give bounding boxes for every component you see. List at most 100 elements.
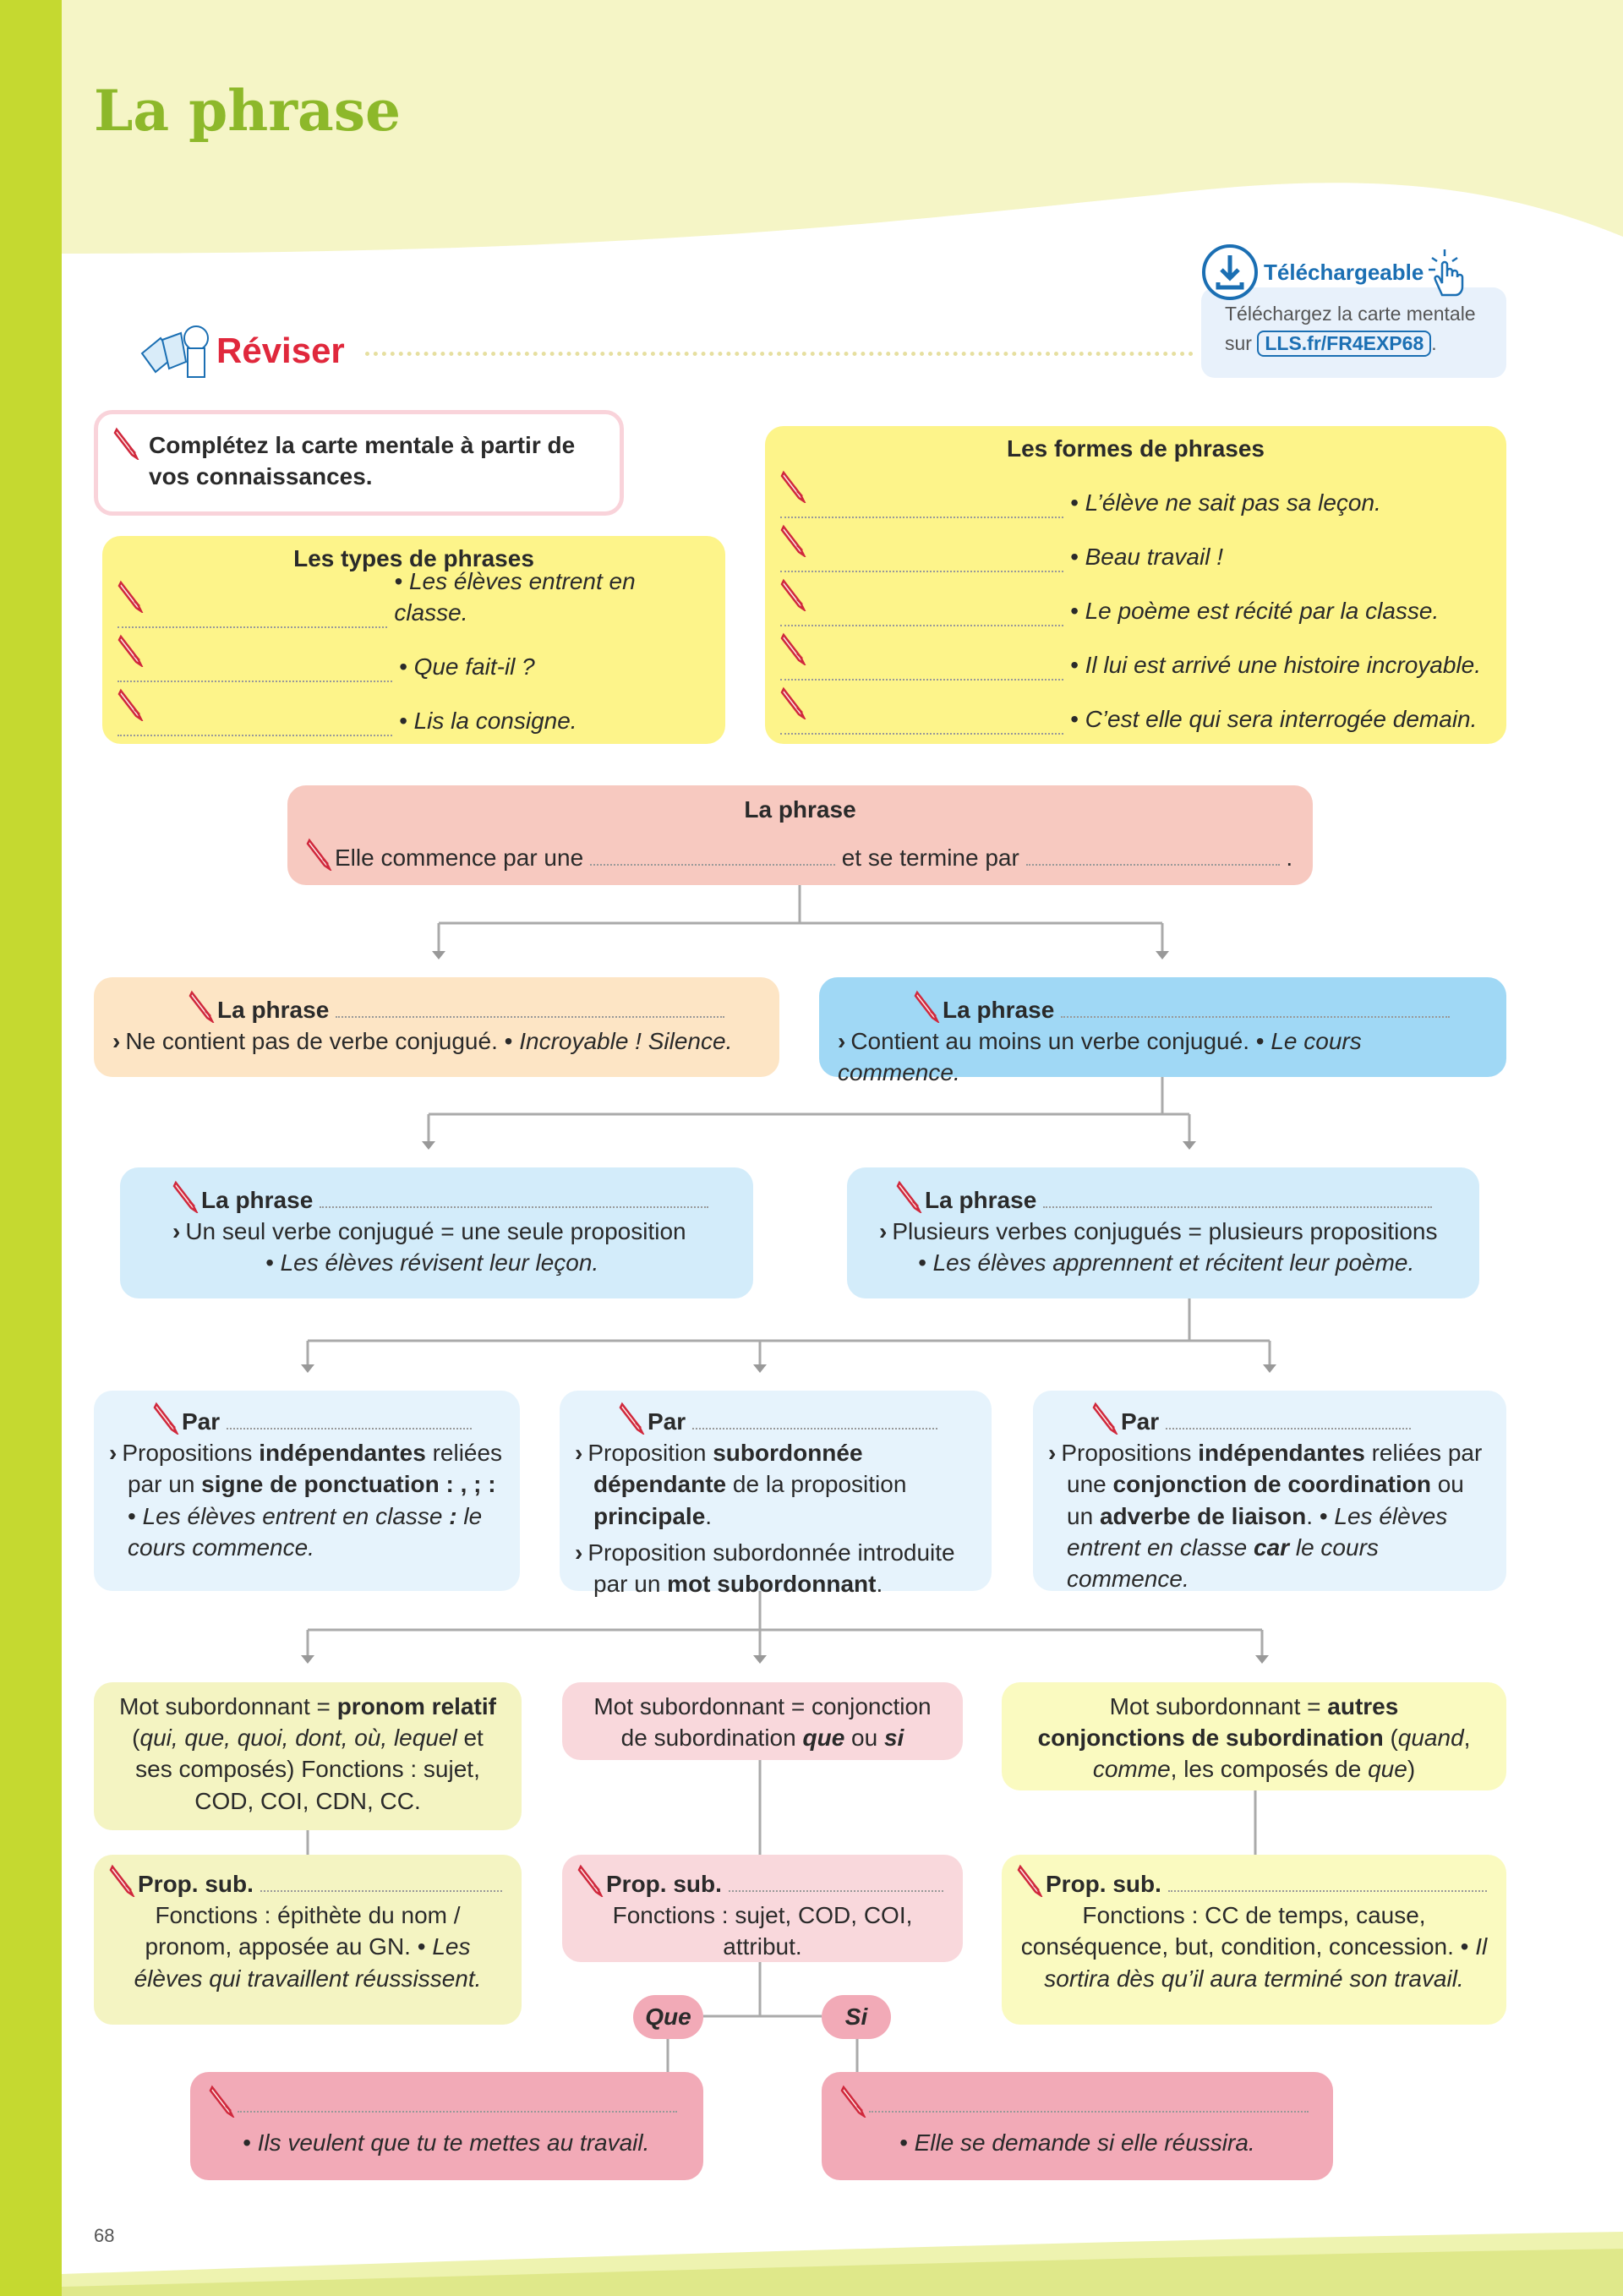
text-segment: Fonctions : CC de temps, cause, conséque… <box>1020 1902 1476 1960</box>
text-segment: le cours commence. <box>1067 1533 1379 1593</box>
pen-icon <box>914 989 943 1025</box>
answer-blank[interactable] <box>226 1428 472 1430</box>
example-text: • Beau travail ! <box>1070 544 1224 570</box>
text-segment: Proposition <box>587 1440 713 1467</box>
rich-text: Contient au moins un verbe conjugué. • L… <box>838 1028 1362 1085</box>
answer-blank[interactable] <box>869 2111 1309 2113</box>
example-text: • Ils veulent que tu te mettes au travai… <box>243 2129 650 2157</box>
answer-blank[interactable] <box>1061 1016 1451 1018</box>
download-icon <box>1202 244 1258 300</box>
click-hand-icon <box>1429 249 1464 297</box>
que-pill: Que <box>633 1995 703 2039</box>
pen-icon <box>113 426 142 462</box>
pen-icon <box>780 469 809 505</box>
answer-blank[interactable] <box>780 571 1063 573</box>
box-heading: Par <box>1121 1408 1160 1435</box>
box-heading: Prop. sub. <box>138 1871 254 1897</box>
text-segment: car <box>1254 1533 1290 1561</box>
instruction-text: Complétez la carte mentale à partir de v… <box>149 432 576 490</box>
si-pill: Si <box>822 1995 891 2039</box>
text-segment: Plusieurs verbes conjugués = plusieurs p… <box>892 1218 1438 1245</box>
pen-icon <box>172 1179 201 1215</box>
answer-blank[interactable] <box>117 735 392 737</box>
answer-blank[interactable] <box>780 625 1063 627</box>
rich-text: Propositions indépendantes reliées par u… <box>1061 1440 1482 1592</box>
pen-icon <box>306 837 335 872</box>
rich-text: Ne contient pas de verbe conjugué. • Inc… <box>125 1028 732 1054</box>
pen-icon <box>189 989 217 1025</box>
answer-blank[interactable] <box>728 1890 943 1892</box>
header-background <box>62 0 1623 254</box>
text-segment: . <box>705 1502 713 1529</box>
text-segment: ou <box>844 1725 884 1752</box>
chevron-icon: › <box>575 1539 583 1566</box>
example-text: • Que fait-il ? <box>399 653 535 680</box>
text-segment: ) <box>1407 1756 1416 1783</box>
text-segment: Les élèves entrent en classe <box>142 1502 450 1529</box>
si-box: • Elle se demande si elle réussira. <box>822 2072 1333 2180</box>
chevron-icon: › <box>838 1028 846 1055</box>
answer-blank[interactable] <box>117 681 392 683</box>
rich-text: Fonctions : sujet, COD, COI, attribut. <box>577 1900 948 1962</box>
text-segment: Incroyable ! Silence. <box>519 1028 733 1055</box>
conjonction-que-si-box: Mot subordonnant = conjonction de subord… <box>562 1682 963 1760</box>
answer-blank[interactable] <box>1165 1428 1411 1430</box>
page-number: 68 <box>94 2225 115 2246</box>
pen-icon <box>840 2084 869 2119</box>
example-text: • Les élèves révisent leur leçon. <box>265 1249 599 1276</box>
formes-title: Les formes de phrases <box>1006 435 1265 462</box>
types-title: Les types de phrases <box>293 545 534 571</box>
connector-phrase <box>437 885 1164 951</box>
text-segment: Propositions <box>122 1440 260 1467</box>
answer-blank[interactable] <box>780 679 1063 681</box>
rich-text: Mot subordonnant = pronom relatif (qui, … <box>116 1691 500 1817</box>
list-item: • Que fait-il ? <box>117 628 710 683</box>
answer-blank[interactable] <box>1025 864 1280 866</box>
answer-blank[interactable] <box>589 864 835 866</box>
text-segment: qui, que, quoi, dont, où, lequel <box>139 1725 457 1752</box>
answer-blank[interactable] <box>1167 1890 1487 1892</box>
prop-sub-conjonctive-box: Prop. sub. Fonctions : sujet, COD, COI, … <box>562 1855 963 1962</box>
text-segment: Le cours commence. <box>838 1028 1362 1086</box>
answer-blank[interactable] <box>238 2111 677 2113</box>
text-segment: si <box>883 1725 904 1752</box>
pen-icon <box>1092 1401 1121 1436</box>
answer-blank[interactable] <box>691 1428 937 1430</box>
download-header[interactable]: Téléchargeable <box>1201 243 1471 301</box>
prop-sub-relative-box: Prop. sub. Fonctions : épithète du nom /… <box>94 1855 522 2025</box>
phrase-title: La phrase <box>744 796 856 823</box>
answer-blank[interactable] <box>1043 1206 1433 1208</box>
text-segment: le cours commence. <box>128 1502 483 1561</box>
revise-icon <box>140 325 209 378</box>
pen-icon <box>896 1179 925 1215</box>
answer-blank[interactable] <box>320 1206 709 1208</box>
pen-icon <box>780 577 809 613</box>
example-text: • Il lui est arrivé une histoire incroya… <box>1070 652 1482 678</box>
text-segment: , les composés de <box>1170 1756 1369 1783</box>
text-segment: adverbe de liaison <box>1099 1502 1307 1529</box>
rich-text: Un seul verbe conjugué = une seule propo… <box>185 1218 686 1244</box>
answer-blank[interactable] <box>117 626 388 629</box>
text-segment: reliées par un <box>128 1440 503 1498</box>
rich-text: Plusieurs verbes conjugués = plusieurs p… <box>892 1218 1437 1244</box>
answer-blank[interactable] <box>780 517 1063 519</box>
box-heading: Par <box>648 1408 686 1435</box>
pen-icon <box>780 686 809 721</box>
procede-subordination-box: Par › Proposition subordonnée dépendante … <box>560 1391 992 1597</box>
text-segment: ( <box>1383 1725 1398 1752</box>
pen-icon <box>117 579 146 615</box>
download-text: Téléchargez la carte mentale <box>1225 303 1476 325</box>
section-divider <box>365 352 1194 356</box>
answer-blank[interactable] <box>336 1016 725 1018</box>
example-text: • C’est elle qui sera interrogée demain. <box>1070 706 1478 732</box>
chevron-icon: › <box>172 1218 181 1245</box>
box-heading: La phrase <box>925 1187 1037 1213</box>
download-prefix: sur <box>1225 332 1252 354</box>
answer-blank[interactable] <box>260 1890 502 1892</box>
download-link[interactable]: LLS.fr/FR4EXP68 <box>1257 331 1432 357</box>
text-segment: : , ; : <box>439 1471 496 1498</box>
pen-icon <box>209 2084 238 2119</box>
text-segment: Un seul verbe conjugué = une seule propo… <box>185 1218 686 1245</box>
answer-blank[interactable] <box>780 733 1063 735</box>
left-color-bar <box>0 0 62 2296</box>
